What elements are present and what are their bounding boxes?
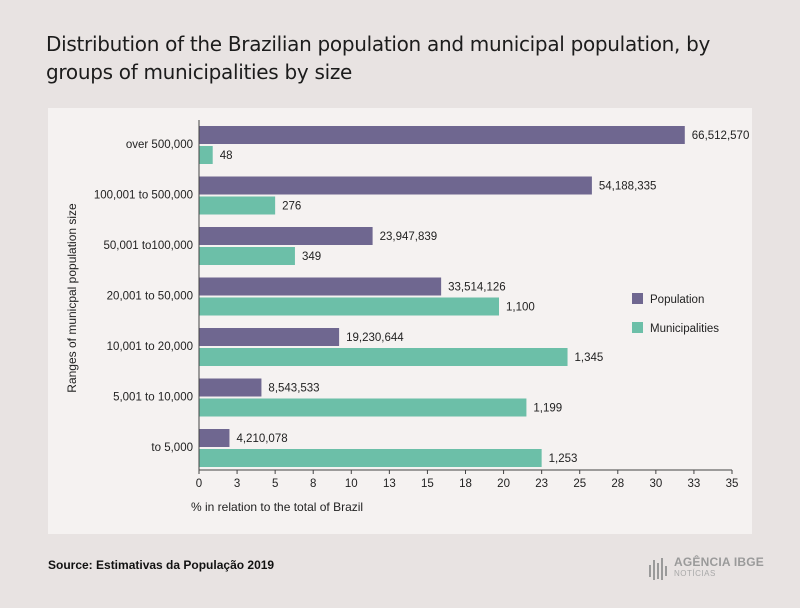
population-bar <box>199 378 262 397</box>
category-label: over 500,000 <box>126 139 193 151</box>
data-label: 1,253 <box>549 453 578 465</box>
municipalities-bar <box>199 449 542 467</box>
x-tick-label: 35 <box>726 478 739 490</box>
population-bar <box>199 429 230 447</box>
population-bar <box>199 227 373 245</box>
data-label: 23,947,839 <box>380 231 438 243</box>
x-tick-label: 0 <box>196 478 202 490</box>
category-label: to 5,000 <box>151 442 193 454</box>
ibge-logo: AGÊNCIA IBGE NOTÍCIAS <box>648 555 764 585</box>
x-tick-label: 25 <box>573 478 586 490</box>
source-note: Source: Estimativas da População 2019 <box>48 558 275 572</box>
chart-title: Distribution of the Brazilian population… <box>46 32 711 84</box>
bar-chart: over 500,000 66,512,570 48 100,001 to 500,0… <box>65 120 750 514</box>
municipalities-bar <box>199 146 213 164</box>
population-bar <box>199 328 340 346</box>
municipalities-bar <box>199 196 276 215</box>
x-tick-label: 18 <box>459 478 472 490</box>
population-bar <box>199 277 442 296</box>
data-label: 19,230,644 <box>346 332 404 344</box>
x-tick-label: 23 <box>535 478 548 490</box>
municipalities-bar <box>199 398 527 417</box>
population-bar <box>199 176 592 195</box>
data-label: 276 <box>282 201 301 213</box>
x-tick-label: 13 <box>383 478 396 490</box>
municipalities-bar <box>199 297 500 316</box>
category-label: 10,001 to 20,000 <box>107 341 193 353</box>
data-label: 4,210,078 <box>236 433 287 445</box>
plot-panel: over 500,000 66,512,570 48 100,001 to 500,0… <box>48 108 752 534</box>
x-tick-label: 30 <box>649 478 662 490</box>
x-axis-label: % in relation to the total of Brazil <box>191 500 363 514</box>
category-label: 5,001 to 10,000 <box>113 392 193 404</box>
x-tick-label: 15 <box>421 478 434 490</box>
y-axis-label: Ranges of municpal population size <box>65 203 79 393</box>
legend-swatch-population <box>632 293 643 304</box>
data-label: 48 <box>220 150 233 162</box>
category-label: 20,001 to 50,000 <box>107 291 193 303</box>
municipalities-bar <box>199 247 295 265</box>
ibge-logo-icon <box>649 558 667 580</box>
logo-brand: AGÊNCIA IBGE <box>674 555 764 569</box>
data-label: 54,188,335 <box>599 181 657 193</box>
municipalities-bar <box>199 348 568 366</box>
data-label: 1,199 <box>533 403 562 415</box>
x-tick-label: 20 <box>497 478 510 490</box>
data-label: 66,512,570 <box>692 130 750 142</box>
x-tick-label: 3 <box>234 478 240 490</box>
x-tick-label: 8 <box>310 478 316 490</box>
data-label: 33,514,126 <box>448 282 506 294</box>
data-label: 8,543,533 <box>268 383 319 395</box>
legend-label: Municipalities <box>650 323 719 335</box>
data-label: 1,100 <box>506 302 535 314</box>
legend-label: Population <box>650 294 704 306</box>
legend-swatch-municipalities <box>632 322 643 333</box>
x-tick-label: 5 <box>272 478 278 490</box>
data-label: 1,345 <box>575 352 604 364</box>
x-tick-label: 10 <box>345 478 358 490</box>
population-bar <box>199 126 685 144</box>
category-label: 100,001 to 500,000 <box>94 190 193 202</box>
x-tick-label: 33 <box>688 478 701 490</box>
category-label: 50,001 to100,000 <box>103 240 193 252</box>
data-label: 349 <box>302 251 321 263</box>
x-tick-label: 28 <box>611 478 624 490</box>
logo-sub: NOTÍCIAS <box>674 569 716 578</box>
